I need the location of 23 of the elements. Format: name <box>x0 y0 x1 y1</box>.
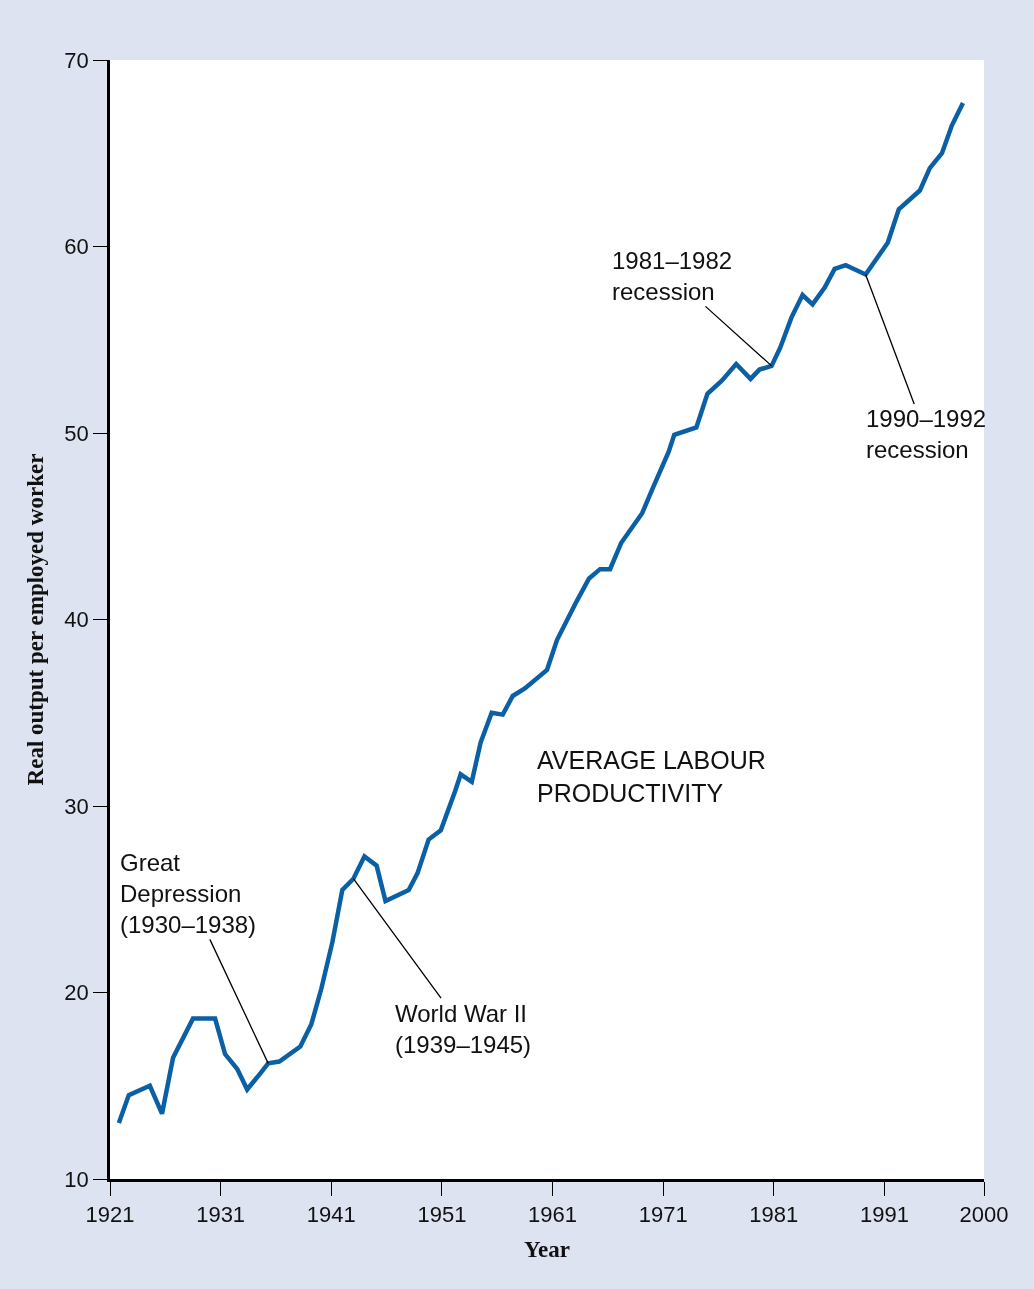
x-tick-label: 1971 <box>638 1202 688 1228</box>
y-tick-label: 40 <box>64 607 89 633</box>
y-tick-label: 70 <box>64 47 89 73</box>
annotation: AVERAGE LABOUR PRODUCTIVITY <box>537 746 766 807</box>
y-axis-title: Real output per employed worker <box>22 453 48 786</box>
y-tick-label: 30 <box>64 793 89 819</box>
x-tick-label: 1981 <box>749 1202 799 1228</box>
x-tick-label: 1961 <box>528 1202 578 1228</box>
x-tick-label: 1991 <box>859 1202 909 1228</box>
x-tick-label: 1921 <box>85 1202 135 1228</box>
annotation: 1990–1992 recession <box>866 405 987 464</box>
x-tick-label: 1931 <box>196 1202 246 1228</box>
y-tick-label: 10 <box>64 1166 89 1192</box>
annotation: Great Depression (1930–1938) <box>120 849 257 939</box>
y-tick-label: 60 <box>64 234 89 260</box>
annotation: World War II (1939–1945) <box>395 1000 532 1059</box>
x-tick-label: 2000 <box>959 1202 1009 1228</box>
y-tick-label: 20 <box>64 980 89 1006</box>
x-tick-label: 1941 <box>306 1202 356 1228</box>
y-tick-label: 50 <box>64 420 89 446</box>
annotation: 1981–1982 recession <box>612 247 733 306</box>
x-tick-label: 1951 <box>417 1202 467 1228</box>
x-axis-title: Year <box>524 1236 570 1262</box>
